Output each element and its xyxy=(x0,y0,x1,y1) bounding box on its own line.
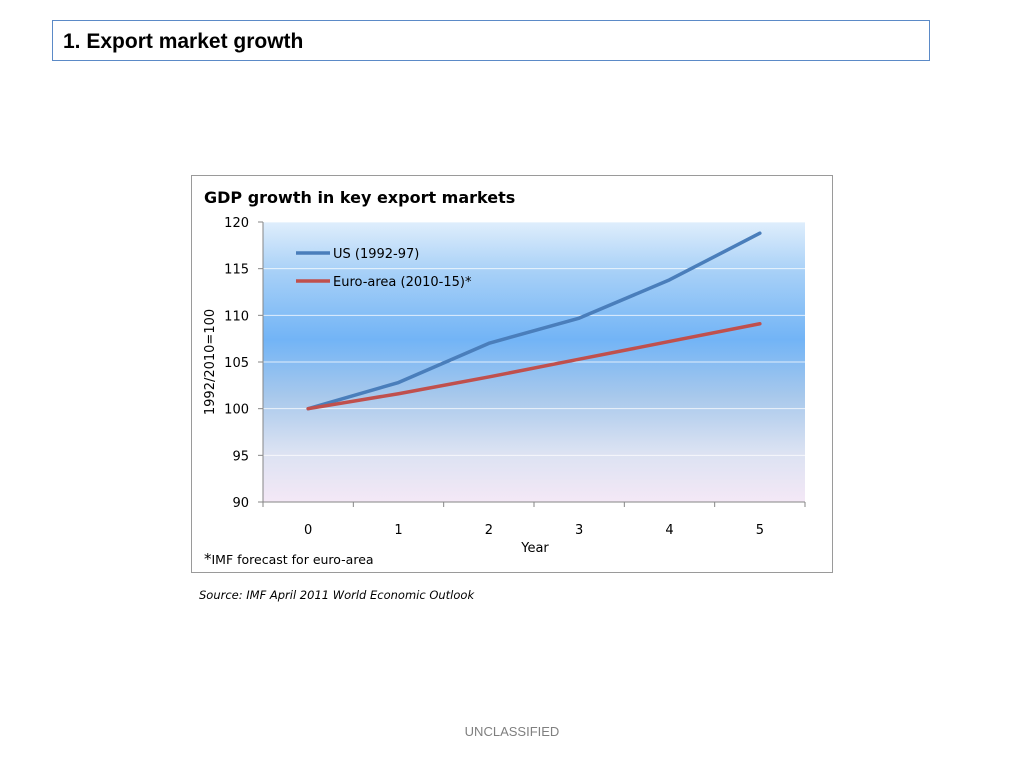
line-chart: 90 95 100 105 110 115 120 0 1 2 3 4 5 GDP growth in … xyxy=(203,188,806,568)
axes xyxy=(258,221,806,507)
footnote-text: IMF forecast for euro-area xyxy=(212,552,374,567)
x-tick-label: 4 xyxy=(665,523,673,538)
x-tick-label: 1 xyxy=(394,523,402,538)
gridlines xyxy=(263,221,805,456)
y-tick-label: 110 xyxy=(224,309,249,324)
slide-title: 1. Export market growth xyxy=(52,20,930,61)
y-tick-label: 95 xyxy=(232,449,249,464)
chart-frame: 90 95 100 105 110 115 120 0 1 2 3 4 5 GDP growth in … xyxy=(191,175,833,573)
x-tick-label: 3 xyxy=(575,523,583,538)
x-tick-label: 2 xyxy=(485,523,493,538)
x-tick-label: 0 xyxy=(304,523,312,538)
x-tick-label: 5 xyxy=(756,523,764,538)
y-tick-label: 90 xyxy=(232,496,249,511)
y-tick-label: 115 xyxy=(224,263,249,278)
chart-title: GDP growth in key export markets xyxy=(204,188,515,207)
series-line-1 xyxy=(306,321,762,411)
y-tick-label: 105 xyxy=(224,356,249,371)
x-axis-label: Year xyxy=(520,541,549,556)
y-tick-label: 120 xyxy=(224,216,249,231)
series-line-0 xyxy=(306,231,762,411)
legend-label-0: US (1992-97) xyxy=(333,247,419,262)
source-note: Source: IMF April 2011 World Economic Ou… xyxy=(199,588,475,602)
series-lines xyxy=(306,231,762,411)
footnote-mark: * xyxy=(204,550,212,568)
legend-label-1: Euro-area (2010-15)* xyxy=(333,275,472,290)
classification-footer: UNCLASSIFIED xyxy=(464,724,560,739)
footnote: *IMF forecast for euro-area xyxy=(204,550,374,568)
y-axis-label: 1992/2010=100 xyxy=(203,309,218,415)
legend: US (1992-97) Euro-area (2010-15)* xyxy=(296,247,472,290)
tick-labels: 90 95 100 105 110 115 120 0 1 2 3 4 5 xyxy=(224,216,764,538)
y-tick-label: 100 xyxy=(224,403,249,418)
